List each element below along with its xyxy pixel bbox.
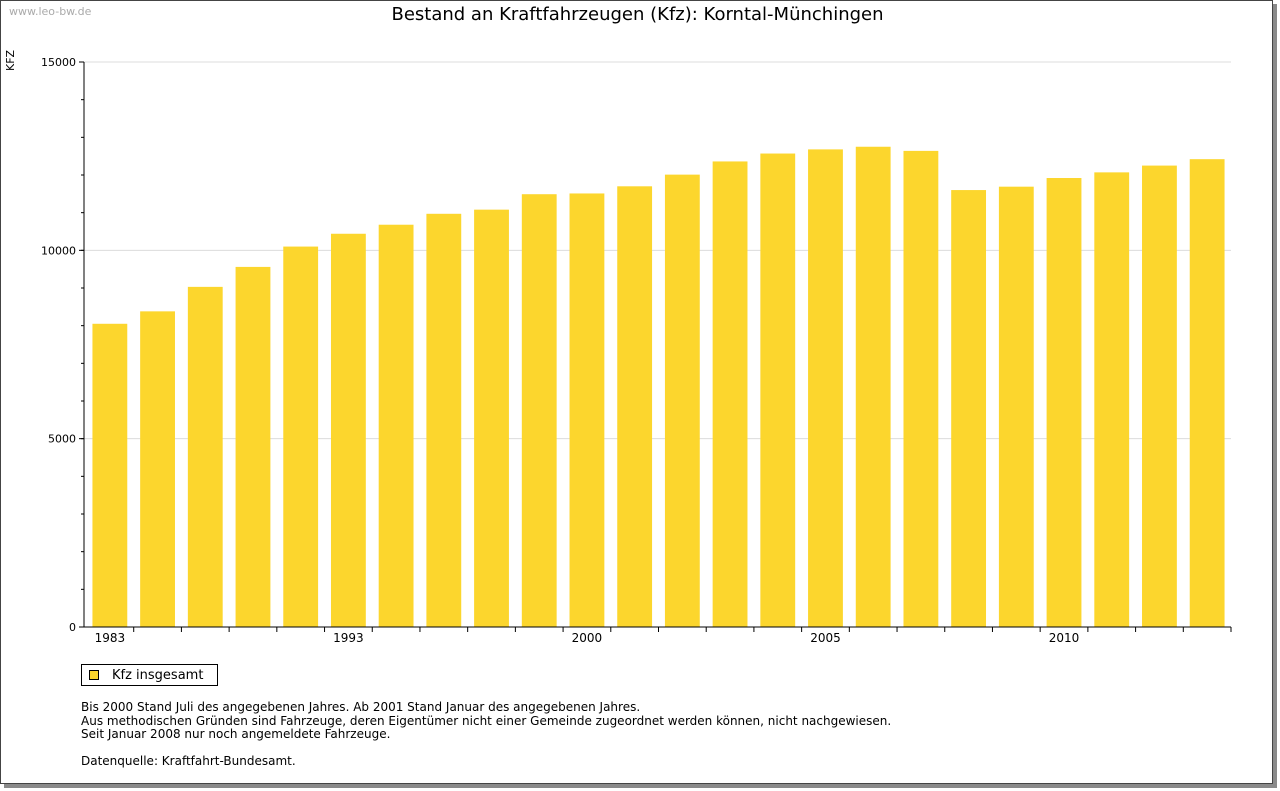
bar (998, 186, 1034, 627)
bar (187, 286, 223, 627)
bar (617, 186, 653, 628)
watermark: www.leo-bw.de (9, 5, 92, 18)
y-tick-label: 0 (69, 621, 76, 634)
legend-swatch-icon (89, 670, 99, 680)
bar-chart: 0 5000 10000 15000 1983 1993 2000 2005 2010 (41, 56, 1232, 645)
bar (712, 161, 748, 627)
bar (855, 146, 891, 627)
bar (1094, 172, 1130, 627)
bar (378, 224, 414, 627)
bar (808, 149, 843, 628)
legend-label: Kfz insgesamt (112, 668, 204, 683)
legend: Kfz insgesamt (81, 664, 218, 686)
bar (426, 213, 462, 627)
bar (760, 153, 796, 627)
footnotes: Bis 2000 Stand Juli des angegebenen Jahr… (81, 700, 892, 742)
chart-title: Bestand an Kraftfahrzeugen (Kfz): Kornta… (391, 4, 884, 25)
bar (92, 323, 128, 627)
bar (283, 246, 319, 628)
bar (569, 193, 605, 627)
bar (521, 194, 557, 627)
footnote-line: Seit Januar 2008 nur noch angemeldete Fa… (81, 727, 391, 741)
bar (1142, 165, 1177, 628)
bar (474, 209, 509, 628)
bar (1189, 159, 1225, 627)
bar (235, 266, 271, 627)
y-tick-label: 15000 (41, 56, 76, 69)
footnote-line: Bis 2000 Stand Juli des angegebenen Jahr… (81, 700, 641, 714)
x-tick-label: 2010 (1049, 631, 1080, 645)
x-tick-label: 2005 (810, 631, 841, 645)
bar (1046, 178, 1082, 627)
bar (951, 190, 987, 628)
x-tick-label: 1993 (333, 631, 364, 645)
bar (140, 311, 175, 627)
data-source: Datenquelle: Kraftfahrt-Bundesamt. (81, 754, 296, 768)
bar (664, 174, 700, 627)
footnote-line: Aus methodischen Gründen sind Fahrzeuge,… (81, 713, 892, 728)
x-tick-label: 1983 (95, 631, 126, 645)
bar (903, 150, 939, 628)
y-tick-label: 5000 (48, 433, 76, 446)
x-tick-label: 2000 (572, 631, 603, 645)
y-tick-label: 10000 (41, 244, 76, 257)
bar (330, 233, 366, 627)
